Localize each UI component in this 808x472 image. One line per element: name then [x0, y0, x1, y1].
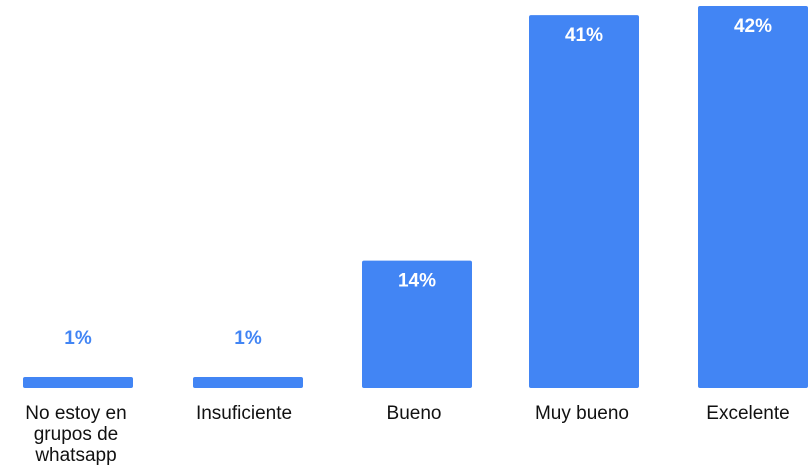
category-label-4-line-0: Excelente — [706, 403, 789, 424]
category-label-0-line-2: whatsapp — [34, 445, 116, 466]
bar-value-label-0: 1% — [64, 328, 92, 349]
bar-value-label-3: 41% — [565, 25, 603, 46]
bar-1 — [193, 377, 303, 388]
category-label-0: No estoy en grupos de whatsapp — [25, 403, 126, 466]
category-label-0-line-0: No estoy en — [25, 403, 126, 424]
category-label-2-line-0: Bueno — [387, 403, 442, 424]
category-label-3: Muy bueno — [535, 403, 629, 424]
bar-0 — [23, 377, 133, 388]
category-label-1-line-0: Insuficiente — [196, 403, 292, 424]
category-label-3-line-0: Muy bueno — [535, 403, 629, 424]
bar-value-label-1: 1% — [234, 328, 262, 349]
bar-4 — [698, 6, 808, 388]
bar-value-label-2: 14% — [398, 271, 436, 292]
category-label-0-line-1: grupos de — [34, 424, 119, 445]
bar-2 — [362, 260, 472, 388]
category-label-1: Insuficiente — [196, 403, 292, 424]
category-label-4: Excelente — [706, 403, 789, 424]
bar-3 — [529, 15, 639, 388]
bar-value-label-4: 42% — [734, 16, 772, 37]
category-label-2: Bueno — [387, 403, 442, 424]
